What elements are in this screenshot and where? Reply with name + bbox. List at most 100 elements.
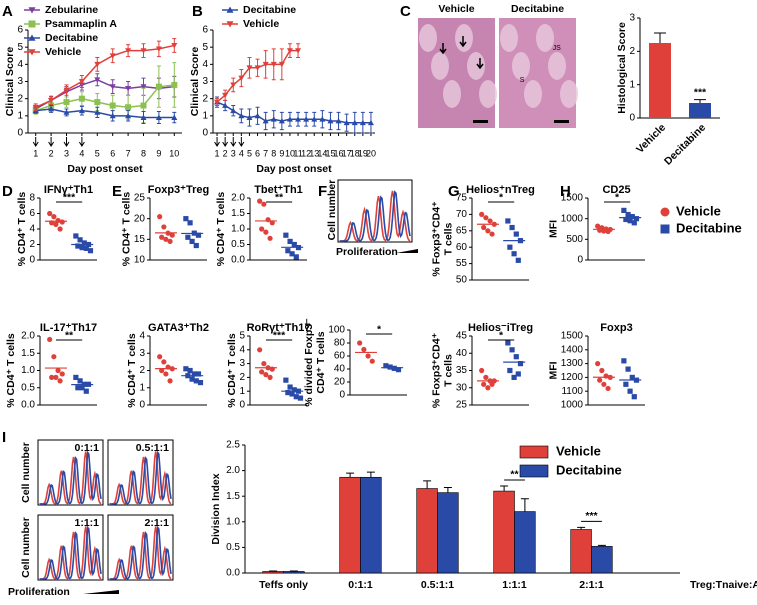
- proliferation-wedge: [83, 590, 119, 594]
- legend-marker: [226, 6, 234, 13]
- data-point: [295, 48, 302, 54]
- data-point: [140, 48, 147, 54]
- data-point: [601, 381, 607, 387]
- significance: *: [615, 191, 620, 203]
- x-tick-label: 12: [301, 148, 311, 158]
- data-point: [171, 43, 178, 49]
- error-bar: [520, 498, 529, 512]
- data-point: [507, 244, 513, 250]
- inset-label: 0:1:1: [74, 442, 99, 454]
- histogram-curve: [110, 525, 172, 580]
- x-tick-label: 20: [366, 148, 376, 158]
- data-point: [78, 107, 85, 114]
- data-point: [623, 381, 629, 387]
- treatment-arrow: [214, 137, 220, 147]
- y-tick-label: 65: [456, 225, 468, 236]
- data-point: [169, 232, 175, 238]
- treatment-arrow: [222, 137, 229, 147]
- y-tick-label: 0: [202, 128, 208, 139]
- data-point: [48, 97, 55, 104]
- data-point: [246, 114, 253, 120]
- data-point: [621, 358, 627, 364]
- data-point: [343, 119, 350, 126]
- y-tick-label: 1000: [561, 400, 584, 411]
- y-tick-label: 15: [134, 234, 146, 245]
- data-point: [51, 354, 57, 360]
- data-point: [479, 211, 485, 217]
- y-tick-label: 2: [139, 365, 145, 376]
- data-point: [278, 61, 285, 68]
- y-tick-label: 0: [629, 113, 635, 124]
- legend-marker: [660, 224, 670, 234]
- data-point: [481, 224, 487, 231]
- panel-letter: B: [192, 3, 203, 20]
- legend-marker: [28, 34, 36, 41]
- y-tick-label: 5: [202, 42, 208, 53]
- data-point: [109, 84, 116, 90]
- data-point: [295, 116, 302, 122]
- error-bar: [654, 32, 666, 43]
- data-point: [625, 211, 631, 218]
- y-tick-label: 0.5: [226, 542, 240, 553]
- y-tick-label: 100: [328, 325, 345, 336]
- data-point: [53, 374, 59, 380]
- panel-letter: F: [318, 183, 327, 200]
- data-point: [365, 353, 371, 359]
- histogram-frame: [37, 439, 104, 506]
- x-tick-label: 7: [126, 148, 131, 158]
- y-tick-label: 2.0: [226, 465, 240, 476]
- data-point: [278, 117, 285, 124]
- legend-marker: [28, 20, 36, 28]
- data-point: [597, 377, 603, 383]
- data-point: [633, 216, 640, 222]
- y-tick-label: 3: [139, 348, 145, 359]
- data-point: [163, 371, 169, 377]
- scale-bar: [473, 120, 488, 123]
- x-tick-label: 11: [293, 148, 302, 158]
- data-point: [291, 387, 297, 393]
- data-point: [191, 371, 197, 377]
- y-tick-label: 0.0: [21, 400, 35, 411]
- data-point: [359, 119, 366, 126]
- y-tick-label: 0.0: [226, 568, 240, 579]
- x-tick-label: 15: [325, 148, 335, 158]
- data-point: [485, 228, 491, 234]
- y-axis-label: Histological Score: [616, 22, 628, 114]
- legend-label: Decitabine: [676, 220, 742, 235]
- data-point: [81, 240, 87, 246]
- x-tick-label: 8: [271, 148, 276, 158]
- data-point: [261, 361, 267, 367]
- y-tick-label: 40: [334, 364, 346, 375]
- data-point: [155, 114, 162, 120]
- series-line: [35, 44, 175, 108]
- legend-label: Psammaplin A: [45, 18, 117, 30]
- y-tick-label: 1: [17, 110, 23, 121]
- x-tick-label: 19: [358, 148, 368, 158]
- error-bar: [346, 472, 355, 478]
- data-point: [629, 374, 635, 380]
- y-tick-label: 20: [334, 377, 346, 388]
- data-point: [254, 112, 261, 119]
- data-point: [391, 365, 397, 371]
- data-point: [77, 237, 83, 243]
- y-tick-label: 0: [29, 255, 35, 266]
- legend-marker: [28, 7, 36, 14]
- data-point: [155, 46, 162, 52]
- y-tick-label: 0.5: [21, 382, 35, 393]
- data-point: [505, 218, 511, 224]
- x-axis-label: Treg:Tnaive:APC: [690, 579, 757, 591]
- tissue: [479, 80, 497, 108]
- error-bar: [694, 99, 706, 103]
- y-tick-label: 2: [239, 372, 245, 383]
- x-tick-label: 6: [255, 148, 260, 158]
- y-axis-label: CD4⁺ T cells: [315, 331, 327, 393]
- y-tick-label: 30: [456, 382, 468, 393]
- data-point: [94, 99, 101, 106]
- bar: [514, 511, 536, 574]
- x-tick-label: 10: [285, 148, 295, 158]
- y-axis-label: MFI: [547, 361, 559, 379]
- y-tick-label: 1: [239, 386, 245, 397]
- data-point: [367, 119, 374, 126]
- y-tick-label: 70: [456, 209, 468, 220]
- data-point: [507, 367, 513, 374]
